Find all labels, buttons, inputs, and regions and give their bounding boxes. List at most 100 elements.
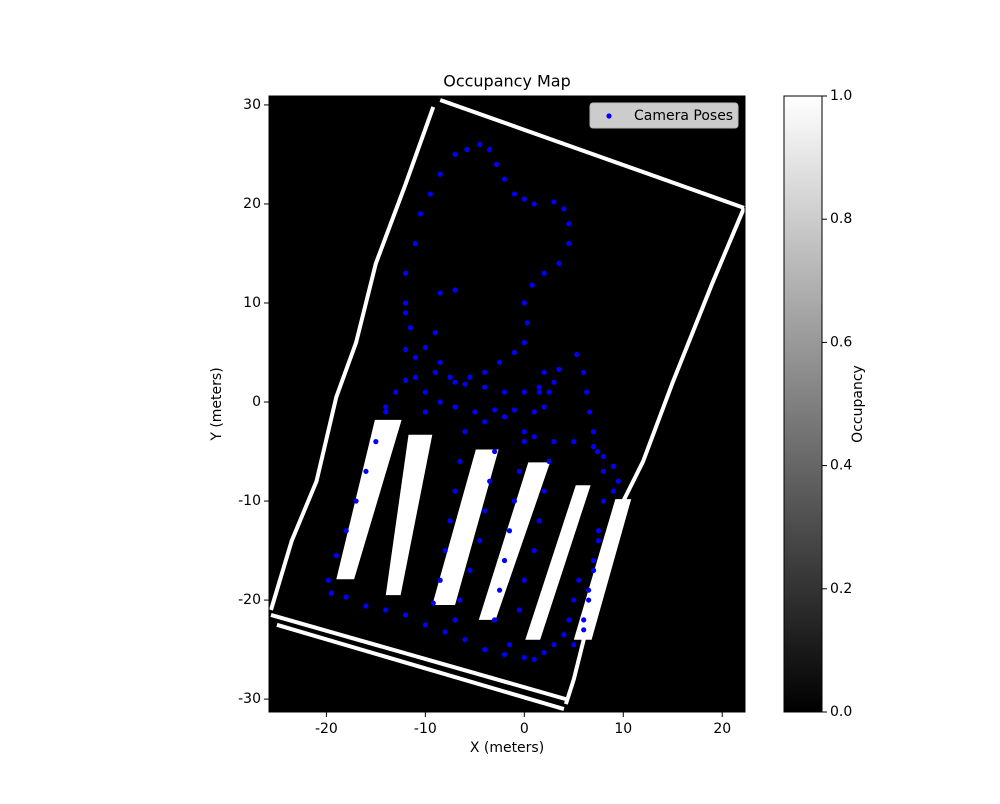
camera-pose	[482, 369, 488, 375]
x-tick-label: 10	[614, 721, 632, 737]
camera-pose	[529, 282, 535, 288]
camera-pose	[541, 369, 547, 375]
camera-pose	[462, 637, 468, 643]
camera-pose	[437, 359, 443, 366]
camera-pose	[531, 434, 537, 440]
camera-pose	[511, 349, 518, 356]
camera-pose	[422, 344, 428, 351]
camera-pose	[482, 384, 488, 390]
wall	[270, 613, 567, 702]
camera-pose	[571, 642, 577, 648]
camera-pose	[452, 151, 458, 158]
camera-pose	[430, 600, 436, 606]
camera-pose	[610, 463, 616, 469]
camera-pose	[462, 429, 468, 435]
colorbar-tick-label: 0.2	[830, 581, 852, 597]
camera-pose	[536, 518, 542, 524]
colorbar-tick-label: 0.6	[830, 334, 852, 350]
camera-pose	[521, 439, 527, 445]
pillar	[385, 434, 433, 596]
camera-pose	[492, 448, 498, 455]
camera-pose	[482, 508, 488, 514]
colorbar-label: Occupancy	[850, 365, 866, 443]
camera-pose	[422, 389, 428, 395]
camera-pose	[536, 384, 542, 390]
camera-pose	[501, 176, 508, 182]
camera-pose	[576, 577, 582, 583]
camera-pose	[412, 354, 419, 361]
camera-pose	[452, 488, 458, 494]
colorbar-tick-label: 0.4	[830, 458, 852, 474]
camera-pose	[487, 146, 493, 153]
camera-pose	[496, 359, 503, 366]
camera-pose	[437, 171, 443, 177]
camera-pose	[462, 381, 468, 387]
x-tick-label: 0	[520, 721, 529, 737]
camera-pose	[325, 577, 331, 583]
camera-pose	[600, 498, 607, 504]
camera-pose	[546, 389, 552, 395]
camera-pose	[437, 290, 443, 296]
camera-pose	[447, 518, 453, 524]
map-background	[269, 96, 745, 712]
y-tick-label: 10	[243, 295, 261, 311]
camera-pose	[477, 141, 483, 148]
camera-pose	[590, 567, 597, 573]
camera-pose	[464, 146, 470, 153]
camera-pose	[551, 379, 557, 385]
y-axis-label: Y (meters)	[209, 367, 225, 441]
camera-pose	[566, 240, 572, 247]
colorbar-tick-label: 0.8	[830, 211, 852, 227]
camera-pose	[412, 374, 419, 380]
camera-pose	[343, 594, 349, 600]
camera-pose	[521, 389, 527, 395]
camera-pose	[511, 407, 518, 413]
x-axis-label: X (meters)	[470, 740, 544, 756]
camera-pose	[487, 478, 493, 484]
pillar	[573, 499, 632, 640]
camera-pose	[494, 161, 500, 167]
camera-pose	[590, 429, 597, 435]
camera-pose	[541, 649, 547, 656]
camera-pose	[551, 199, 557, 205]
camera-pose	[442, 629, 448, 635]
camera-pose	[452, 379, 458, 385]
camera-pose	[452, 404, 458, 410]
pillar	[432, 449, 499, 606]
camera-pose	[501, 414, 508, 420]
camera-pose	[531, 656, 537, 663]
camera-pose	[581, 627, 587, 633]
camera-pose	[447, 374, 453, 380]
camera-pose	[531, 201, 537, 207]
camera-pose	[437, 399, 443, 405]
legend-box	[589, 102, 739, 129]
y-tick-label: -30	[238, 691, 261, 707]
legend: Camera Poses	[589, 102, 739, 129]
camera-pose	[393, 389, 399, 395]
camera-pose	[353, 498, 359, 504]
camera-pose	[571, 597, 577, 603]
pillar	[478, 462, 551, 620]
camera-pose	[516, 607, 522, 613]
camera-pose	[566, 221, 572, 227]
camera-pose	[586, 587, 592, 593]
camera-pose	[594, 448, 601, 455]
camera-pose	[432, 369, 438, 375]
y-tick-label: 30	[243, 97, 261, 113]
camera-pose	[452, 617, 458, 623]
camera-pose	[343, 528, 349, 534]
colorbar	[783, 95, 823, 713]
camera-pose	[541, 404, 547, 410]
camera-pose	[402, 346, 409, 353]
wall	[563, 207, 745, 705]
camera-pose	[402, 310, 409, 316]
legend-marker	[606, 113, 612, 119]
camera-pose	[521, 339, 527, 346]
plot-frame	[268, 95, 746, 713]
chart-title: Occupancy Map	[443, 72, 571, 91]
camera-pose	[383, 409, 389, 415]
camera-pose	[521, 577, 527, 583]
camera-pose	[482, 647, 488, 653]
camera-pose	[587, 409, 593, 415]
